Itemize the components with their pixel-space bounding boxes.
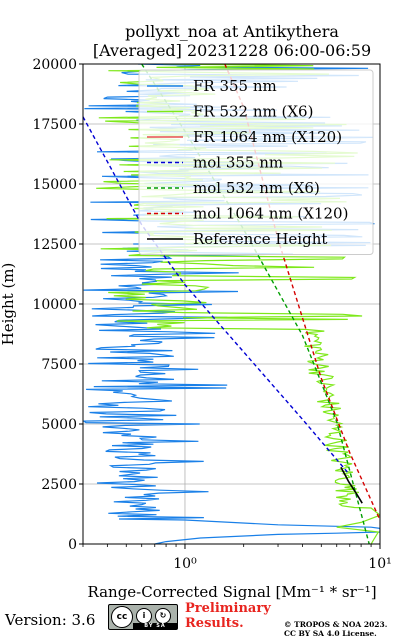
legend-label: FR 532 nm (X6) <box>193 103 313 121</box>
copyright-line2: CC BY SA 4.0 License. <box>284 629 377 638</box>
chart-figure: pollyxt_noa at Antikythera [Averaged] 20… <box>0 22 392 600</box>
series-mol-1064-nm-x120 <box>224 64 380 521</box>
y-tick-label: 5000 <box>41 417 77 433</box>
legend-box <box>138 69 374 255</box>
legend-label: mol 532 nm (X6) <box>193 179 320 197</box>
x-tick-label: 10¹ <box>368 556 391 572</box>
chart-title-line1: pollyxt_noa at Antikythera <box>125 22 339 41</box>
attribution-icon: i <box>136 608 152 624</box>
cc-license-badge: cc i ↻ BY SA <box>108 604 178 630</box>
y-tick-label: 7500 <box>41 357 77 373</box>
copyright-note: © TROPOS & NOA 2023. CC BY SA 4.0 Licens… <box>284 620 387 638</box>
preliminary-note: Preliminary Results. <box>185 601 271 631</box>
y-tick-label: 17500 <box>32 117 77 133</box>
footer: Version: 3.6 cc i ↻ BY SA Preliminary Re… <box>0 600 400 640</box>
y-tick-label: 0 <box>68 537 77 553</box>
copyright-line1: © TROPOS & NOA 2023. <box>284 620 388 629</box>
y-tick-label: 20000 <box>32 57 77 73</box>
legend-label: mol 355 nm <box>193 154 283 172</box>
preliminary-line2: Results. <box>185 616 244 631</box>
y-tick-label: 15000 <box>32 177 77 193</box>
y-tick-label: 2500 <box>41 477 77 493</box>
version-label: Version: 3.6 <box>5 611 96 629</box>
legend-label: FR 1064 nm (X120) <box>193 128 342 146</box>
cc-badge-strip: BY SA <box>133 623 177 629</box>
plot-area: 0 2500 5000 7500 10000 12500 15000 17500 20000 10… <box>32 57 391 572</box>
cc-sa-label: SA <box>156 623 166 629</box>
y-tick-label: 12500 <box>32 237 77 253</box>
y-tick-label: 10000 <box>32 297 77 313</box>
y-axis-label: Height (m) <box>0 263 17 346</box>
cc-icon: cc <box>111 606 133 628</box>
series-mol-355-nm <box>83 116 348 473</box>
x-tick-label: 10⁰ <box>173 556 197 572</box>
chart-title-line2: [Averaged] 20231228 06:00-06:59 <box>93 41 371 60</box>
x-axis-label: Range-Corrected Signal [Mm⁻¹ * sr⁻¹] <box>87 583 376 600</box>
legend-label: FR 355 nm <box>193 77 277 95</box>
legend-label: Reference Height <box>193 230 327 248</box>
cc-by-label: BY <box>144 623 154 629</box>
legend-label: mol 1064 nm (X120) <box>193 205 348 223</box>
preliminary-line1: Preliminary <box>185 601 271 616</box>
share-alike-icon: ↻ <box>155 608 171 624</box>
series-reference-height <box>340 466 363 504</box>
